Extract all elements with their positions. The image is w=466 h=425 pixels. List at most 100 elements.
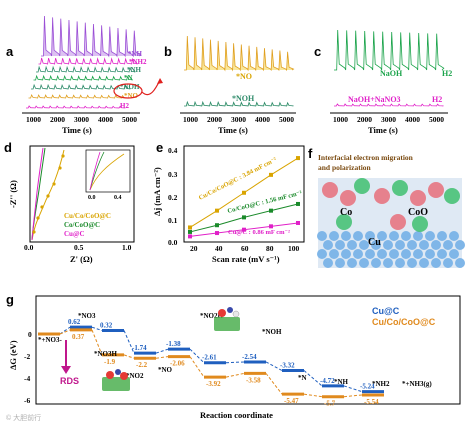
panel-g-blue-value: -3.32	[280, 362, 295, 370]
panel-g-blue-value: -5.24	[360, 383, 375, 391]
panel-g-orange-value: -2.2	[136, 361, 148, 369]
panel-g-intermediate-label: *NH	[334, 378, 349, 386]
panel-g-orange-value: -5.7	[324, 400, 336, 408]
panel-a-traces	[26, 15, 142, 109]
panel-g-blue-value: 0.62	[68, 318, 81, 326]
panel-d-curve-cu	[31, 147, 44, 241]
panel-f-atom	[401, 231, 411, 241]
panel-e-ytick-1: 0.0	[168, 238, 178, 247]
panel-a-xtick-2: 2000	[50, 115, 65, 124]
panel-f-atom	[443, 240, 453, 250]
panel-e-ytick-2: 0.1	[168, 216, 178, 225]
panel-e-xlabel: Scan rate (mV s⁻¹)	[212, 254, 280, 264]
panel-g-blue-value: -4.72	[320, 377, 335, 385]
panel-d-inset-xtick-1: 0.0	[88, 195, 96, 201]
panel-d-legend-3: Cu@C	[64, 230, 85, 238]
panel-f-charge-blob	[354, 178, 370, 194]
panel-b-xtick-1: 1000	[183, 115, 198, 124]
panel-g-intermediate-label: *NO	[158, 366, 173, 374]
panel-f-charge-blob	[336, 214, 352, 230]
panel-c-trace-label-h2-top: H2	[442, 69, 452, 78]
panel-e-frame	[183, 145, 305, 243]
panel-e-point	[296, 220, 300, 225]
panel-f-atom	[371, 258, 381, 268]
panel-a-trace-label-2: *NH2	[129, 58, 147, 66]
panel-g-molecule-1	[102, 369, 130, 391]
panel-e-xtick-2: 40	[215, 244, 223, 253]
panel-g-blue-connector	[225, 361, 245, 364]
panel-g-intermediate-label: *NO3	[78, 312, 96, 320]
panel-f-atom	[419, 258, 429, 268]
panel-g-blue-connector	[155, 348, 169, 354]
panel-e-ytick-4: 0.3	[168, 170, 178, 179]
panel-a-highlight-circle	[113, 83, 143, 99]
panel-c-label: c	[314, 44, 321, 59]
panel-g-orange-connector	[343, 394, 363, 398]
panel-b-xtick-5: 5000	[279, 115, 294, 124]
panel-g-orange-connector	[59, 329, 71, 335]
panel-d-point	[61, 154, 65, 158]
panel-d-label: d	[4, 140, 12, 155]
panel-f-label-coo: CoO	[408, 207, 428, 218]
panel-e-xtick-4: 80	[266, 244, 274, 253]
panel-d-inset-curve-2	[89, 151, 105, 191]
panel-e-ytick-5: 0.4	[168, 146, 178, 155]
panel-b-trace-label-no: *NO	[236, 72, 252, 81]
panel-f-charge-blob	[390, 214, 406, 230]
panel-f-atom	[389, 231, 399, 241]
panel-f-atom	[371, 240, 381, 250]
panel-e-annot-2: Co/CoO@C : 1.56 mF cm⁻²	[227, 190, 303, 215]
panel-f-charge-blob	[410, 190, 426, 206]
panel-g-label: g	[6, 292, 14, 307]
panel-e-point	[269, 224, 273, 229]
panel-g-intermediate-label: *N	[298, 374, 307, 382]
panel-g-blue-value: 0.32	[100, 321, 113, 329]
panel-g-orange-connector	[189, 356, 205, 378]
panel-f-atom	[455, 240, 465, 250]
panel-f-atom	[353, 249, 363, 259]
panel-e-point	[215, 208, 219, 213]
panel-b-xtick-3: 3000	[231, 115, 246, 124]
panel-a-trace-label-7: H2	[120, 102, 129, 110]
panel-b-trace-label-noh: *NOH	[232, 94, 255, 103]
panel-g-legend-2: Cu/Co/CoO@C	[372, 317, 436, 327]
panel-g-xlabel: Reaction coordinate	[200, 410, 273, 420]
panel-f-charge-blob	[340, 190, 356, 206]
panel-f-atom	[323, 240, 333, 250]
panel-b-label: b	[164, 44, 172, 59]
panel-g-blue-connector	[189, 348, 205, 364]
panel-d-curve-cocoo	[31, 147, 46, 241]
panel-d-xtick-3: 1.0	[122, 243, 132, 252]
panel-d-point	[36, 216, 40, 220]
panel-f-atom	[449, 231, 459, 241]
panel-f-label-co: Co	[340, 207, 352, 218]
panel-f-atom	[341, 231, 351, 241]
panel-g-blue-value: -1.38	[166, 340, 181, 348]
panel-f-atom	[335, 258, 345, 268]
panel-f-atom	[317, 231, 327, 241]
panel-f-atom	[347, 258, 357, 268]
panel-g-ylabel: ΔG (eV)	[8, 340, 18, 370]
panel-c-xtick-4: 4000	[405, 115, 420, 124]
panel-g-blue-value: -2.54	[242, 353, 257, 361]
panel-g-orange-value: 0.37	[72, 333, 85, 341]
panel-g: g 0.62 0.32 -1.74 -1.38 -2.61 -2.54 -3.32 -4.72…	[6, 292, 461, 420]
panel-f-atom	[449, 249, 459, 259]
panel-d-xlabel: Z' (Ω)	[70, 254, 93, 264]
panel-g-orange-connector	[225, 372, 245, 378]
panel-g-blue-connector	[343, 385, 363, 393]
panel-a-trace-line	[36, 65, 136, 73]
panel-c-xtick-5: 5000	[429, 115, 444, 124]
panel-g-legend-1: Cu@C	[372, 306, 400, 316]
panel-b-xtick-2: 2000	[207, 115, 222, 124]
panel-e-xtick-3: 60	[241, 244, 249, 253]
panel-e-plot	[188, 156, 300, 239]
panel-d-frame	[29, 145, 135, 243]
panel-g-frame	[35, 295, 461, 405]
panel-g-plot: 0.62 0.32 -1.74 -1.38 -2.61 -2.54 -3.32 -4.72 -5…	[38, 312, 432, 408]
panel-f-atom	[383, 258, 393, 268]
panel-c: c 1000 2000 3000 4000 5000 Time (s) NaOH…	[314, 29, 452, 135]
panel-g-blue-connector	[303, 370, 323, 387]
panel-a-label: a	[6, 44, 14, 59]
